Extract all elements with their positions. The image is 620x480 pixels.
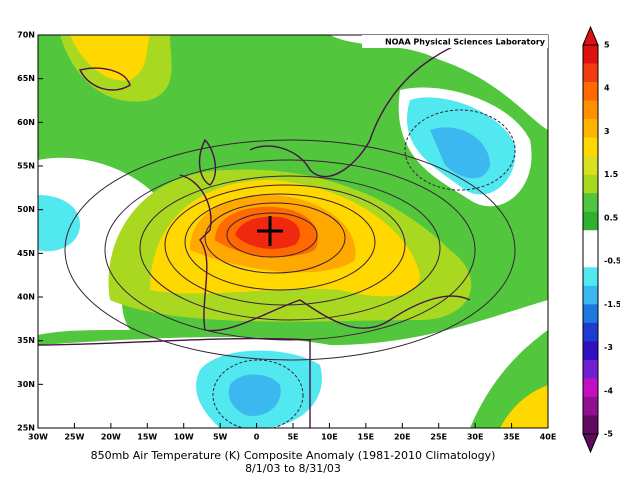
longitude-label: 25W [64, 433, 84, 442]
longitude-label: 0 [254, 433, 260, 442]
colorbar-band [583, 82, 598, 101]
colorbar-band [583, 359, 598, 379]
colorbar-label: 5 [604, 41, 610, 50]
colorbar-band [583, 174, 598, 194]
colorbar-band [583, 137, 598, 157]
longitude-label: 10W [174, 433, 194, 442]
colorbar-label: -5 [604, 430, 613, 439]
latitude-label: 55N [17, 162, 35, 171]
colorbar-arrow-bottom [582, 433, 599, 454]
colorbar-band [583, 415, 598, 435]
map-field [38, 35, 548, 428]
latitude-label: 30N [17, 380, 35, 389]
longitude-label: 15E [358, 433, 375, 442]
longitude-label: 35E [503, 433, 520, 442]
colorbar-band [583, 100, 598, 120]
caption-dates: 8/1/03 to 8/31/03 [245, 462, 341, 475]
colorbar-label: -1.5 [604, 300, 620, 309]
longitude-label: 40E [540, 433, 557, 442]
colorbar-label: 3 [604, 127, 610, 136]
latitude-label: 25N [17, 424, 35, 433]
colorbar-band [583, 285, 598, 305]
colorbar-label: -4 [604, 386, 613, 395]
colorbar-band [583, 119, 598, 138]
colorbar-band [583, 45, 598, 64]
colorbar-band [583, 63, 598, 83]
latitude-label: 70N [17, 31, 35, 40]
latitude-label: 60N [17, 118, 35, 127]
colorbar-band [583, 322, 598, 342]
latitude-label: 40N [17, 293, 35, 302]
colorbar-arrow-top [582, 25, 599, 46]
credit-box [362, 35, 548, 48]
longitude-label: 5E [287, 433, 298, 442]
credit: NOAA Physical Sciences Laboratory [385, 38, 546, 47]
longitude-label: 25E [430, 433, 447, 442]
latitude-label: 50N [17, 205, 35, 214]
colorbar-label: 0.5 [604, 213, 619, 222]
colorbar: 5 4 3 1.5 0.5 -0.5 -1.5 -3 -4 -5 [582, 25, 620, 454]
colorbar-label: 1.5 [604, 170, 619, 179]
colorbar-label: 4 [604, 84, 610, 93]
colorbar-band [583, 230, 598, 250]
caption-title: 850mb Air Temperature (K) Composite Anom… [91, 449, 496, 462]
longitude-label: 5W [213, 433, 228, 442]
latitude-label: 35N [17, 336, 35, 345]
colorbar-band [583, 304, 598, 324]
longitude-label: 15W [137, 433, 157, 442]
colorbar-band [583, 211, 598, 231]
longitude-label: 30E [467, 433, 484, 442]
colorbar-band [583, 341, 598, 361]
latitude-label: 45N [17, 249, 35, 258]
latitude-label: 65N [17, 74, 35, 83]
colorbar-band [583, 156, 598, 175]
colorbar-band [583, 248, 598, 268]
longitude-label: 30W [28, 433, 48, 442]
colorbar-band [583, 193, 598, 213]
colorbar-band [583, 378, 598, 398]
colorbar-label: -0.5 [604, 257, 620, 266]
longitude-label: 10E [321, 433, 338, 442]
longitude-label: 20E [394, 433, 411, 442]
colorbar-band [583, 396, 598, 416]
colorbar-band [583, 267, 598, 287]
longitude-label: 20W [101, 433, 121, 442]
colorbar-label: -3 [604, 343, 613, 352]
